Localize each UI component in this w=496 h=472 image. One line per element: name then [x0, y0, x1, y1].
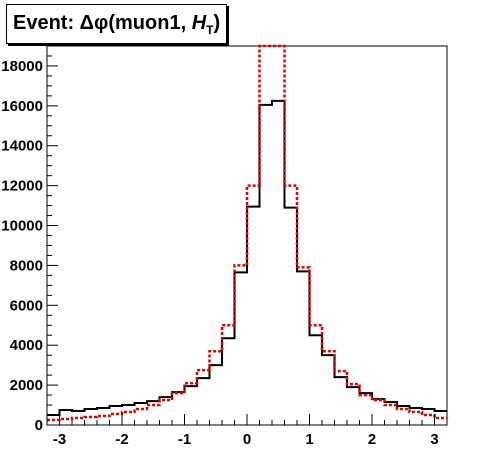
chart-title-close: ): [213, 11, 221, 34]
y-tick-label-0: 0: [35, 417, 43, 434]
y-tick-label-4: 8000: [10, 257, 43, 274]
x-tick-label-5: 2: [368, 431, 376, 448]
chart-title-symbol: H: [191, 11, 207, 34]
x-tick-label-2: -1: [178, 431, 191, 448]
y-tick-label-3: 6000: [10, 297, 43, 314]
x-tick-label-0: -3: [53, 431, 66, 448]
y-tick-label-9: 18000: [1, 58, 43, 75]
y-tick-label-2: 4000: [10, 337, 43, 354]
x-tick-label-3: 0: [243, 431, 251, 448]
series-1-line: [47, 44, 447, 422]
x-tick-label-4: 1: [305, 431, 313, 448]
chart-title-box: Event: Δφ(muon1, HT): [6, 4, 228, 44]
y-tick-label-1: 2000: [10, 377, 43, 394]
chart-title-main: Event: Δφ(muon1,: [13, 11, 192, 34]
y-tick-label-7: 14000: [1, 138, 43, 155]
x-tick-label-6: 3: [430, 431, 438, 448]
chart-title-subscript: T: [206, 22, 214, 37]
y-tick-label-5: 10000: [1, 218, 43, 235]
y-tick-label-6: 12000: [1, 178, 43, 195]
series-1-group: [47, 44, 447, 422]
chart-title: Event: Δφ(muon1, HT): [13, 12, 220, 37]
x-tick-label-1: -2: [115, 431, 128, 448]
y-tick-label-8: 16000: [1, 98, 43, 115]
